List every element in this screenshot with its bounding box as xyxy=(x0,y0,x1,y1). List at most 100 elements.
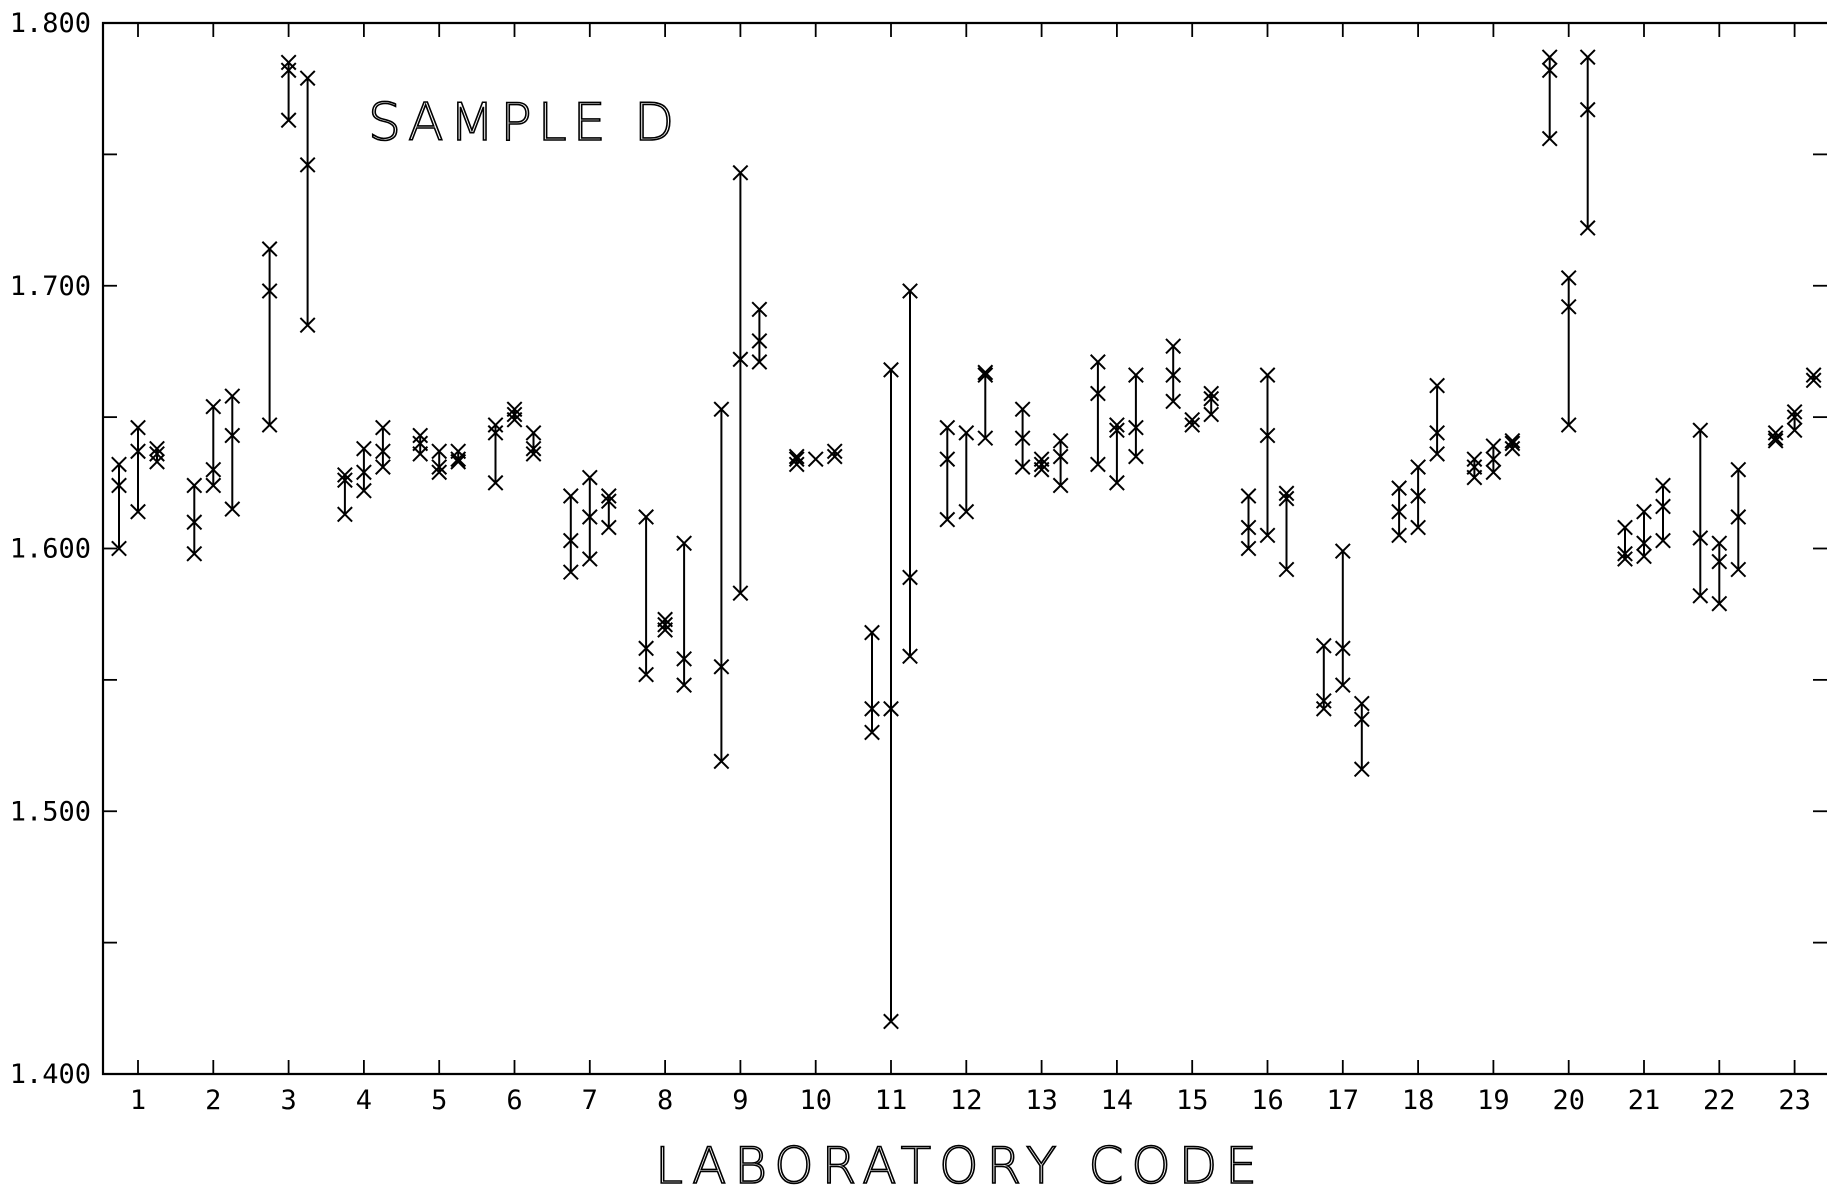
lab-group-15 xyxy=(1165,338,1220,433)
data-point-x xyxy=(751,301,768,318)
data-point-x xyxy=(1711,535,1728,552)
data-point-x xyxy=(676,650,693,667)
data-point-x xyxy=(1655,532,1671,549)
replicate-series xyxy=(374,419,391,475)
data-point-x xyxy=(1767,430,1784,447)
data-point-x xyxy=(130,503,146,520)
data-point-x xyxy=(1711,595,1728,612)
data-point-x xyxy=(1165,393,1182,410)
replicate-series xyxy=(525,424,542,462)
data-point-x xyxy=(807,451,824,468)
lab-group-19 xyxy=(1466,432,1521,486)
data-point-x xyxy=(1315,692,1332,709)
data-point-x xyxy=(1033,451,1050,468)
data-point-x xyxy=(224,388,241,405)
data-point-x xyxy=(1033,456,1050,473)
data-point-x xyxy=(713,658,730,675)
data-point-x xyxy=(1391,503,1408,520)
data-point-x xyxy=(412,427,429,444)
data-point-x xyxy=(1805,367,1822,383)
data-point-x xyxy=(1429,445,1446,462)
data-point-x xyxy=(562,488,579,504)
replicate-series xyxy=(1391,480,1408,544)
x-tick-label: 20 xyxy=(1552,1085,1585,1116)
replicate-series xyxy=(1560,269,1577,433)
replicate-series xyxy=(355,440,372,499)
data-point-x xyxy=(788,451,805,468)
data-point-x xyxy=(788,448,805,465)
data-point-x xyxy=(751,333,768,349)
data-point-x xyxy=(1504,435,1521,452)
data-point-x xyxy=(1560,417,1577,433)
data-point-x xyxy=(883,700,899,717)
x-tick-label: 3 xyxy=(280,1085,296,1116)
data-point-x xyxy=(1127,448,1144,465)
data-point-x xyxy=(130,419,146,436)
data-point-x xyxy=(525,424,542,441)
replicate-series xyxy=(1805,367,1822,389)
data-point-x xyxy=(261,283,278,299)
data-point-x xyxy=(1014,430,1031,447)
data-point-x xyxy=(1429,377,1446,394)
data-point-x xyxy=(732,351,749,368)
data-point-x xyxy=(1203,390,1220,407)
data-point-x xyxy=(1108,422,1125,439)
y-tick-label: 1.600 xyxy=(10,534,91,565)
data-point-x xyxy=(1617,545,1633,562)
data-point-x xyxy=(1089,456,1106,473)
replicate-series xyxy=(1315,637,1332,717)
x-tick-label: 19 xyxy=(1477,1085,1510,1116)
data-point-x xyxy=(826,443,843,460)
x-tick-label: 8 xyxy=(657,1085,673,1116)
data-point-x xyxy=(977,367,994,383)
data-point-x xyxy=(1730,461,1747,478)
data-point-x xyxy=(1127,419,1144,436)
data-point-x xyxy=(1353,695,1370,712)
replicate-series xyxy=(450,443,467,470)
replicate-series xyxy=(1541,49,1558,147)
x-axis-title: LABORATORY CODE xyxy=(655,1137,1265,1190)
x-tick-label: 2 xyxy=(205,1085,221,1116)
data-point-x xyxy=(1541,130,1558,147)
data-point-x xyxy=(205,398,222,415)
replicate-series xyxy=(1033,451,1050,478)
data-point-x xyxy=(355,482,372,499)
data-point-x xyxy=(1165,338,1182,355)
replicate-series xyxy=(111,456,127,557)
data-point-x xyxy=(1786,409,1803,426)
data-point-x xyxy=(864,624,880,641)
data-point-x xyxy=(676,535,693,552)
replicate-series xyxy=(149,440,165,470)
replicate-series xyxy=(732,164,749,602)
x-axis: 1 2 3 4 5 6 7 8 9 10 11 12 13 14 15 16 17 18 19 20 21 22 23 xyxy=(130,23,1811,1116)
data-point-x xyxy=(111,456,127,473)
replicate-series xyxy=(581,469,598,567)
replicate-series xyxy=(1711,535,1728,612)
data-point-x xyxy=(1730,509,1747,525)
data-point-x xyxy=(1655,498,1671,515)
data-point-x xyxy=(1805,372,1822,389)
x-tick-label: 22 xyxy=(1703,1085,1736,1116)
data-point-x xyxy=(336,467,353,483)
x-tick-label: 9 xyxy=(732,1085,748,1116)
data-point-x xyxy=(1334,543,1351,560)
x-tick-label: 10 xyxy=(799,1085,832,1116)
data-point-x xyxy=(1730,561,1747,578)
replicate-series xyxy=(1127,367,1144,465)
data-point-x xyxy=(1353,761,1370,778)
data-point-x xyxy=(883,361,899,378)
data-point-x xyxy=(732,164,749,181)
data-point-x xyxy=(1504,432,1521,449)
data-point-x xyxy=(1278,490,1295,507)
replicate-series xyxy=(864,624,880,741)
replicate-series xyxy=(1786,403,1803,439)
data-point-x xyxy=(1259,527,1276,544)
lab-group-8 xyxy=(638,509,693,694)
lab-group-12 xyxy=(939,364,994,528)
data-layer xyxy=(111,49,1822,1030)
replicate-series xyxy=(1165,338,1182,410)
replicate-series xyxy=(1014,401,1031,475)
data-point-x xyxy=(1240,540,1257,557)
x-tick-label: 21 xyxy=(1628,1085,1661,1116)
x-tick-label: 4 xyxy=(356,1085,372,1116)
